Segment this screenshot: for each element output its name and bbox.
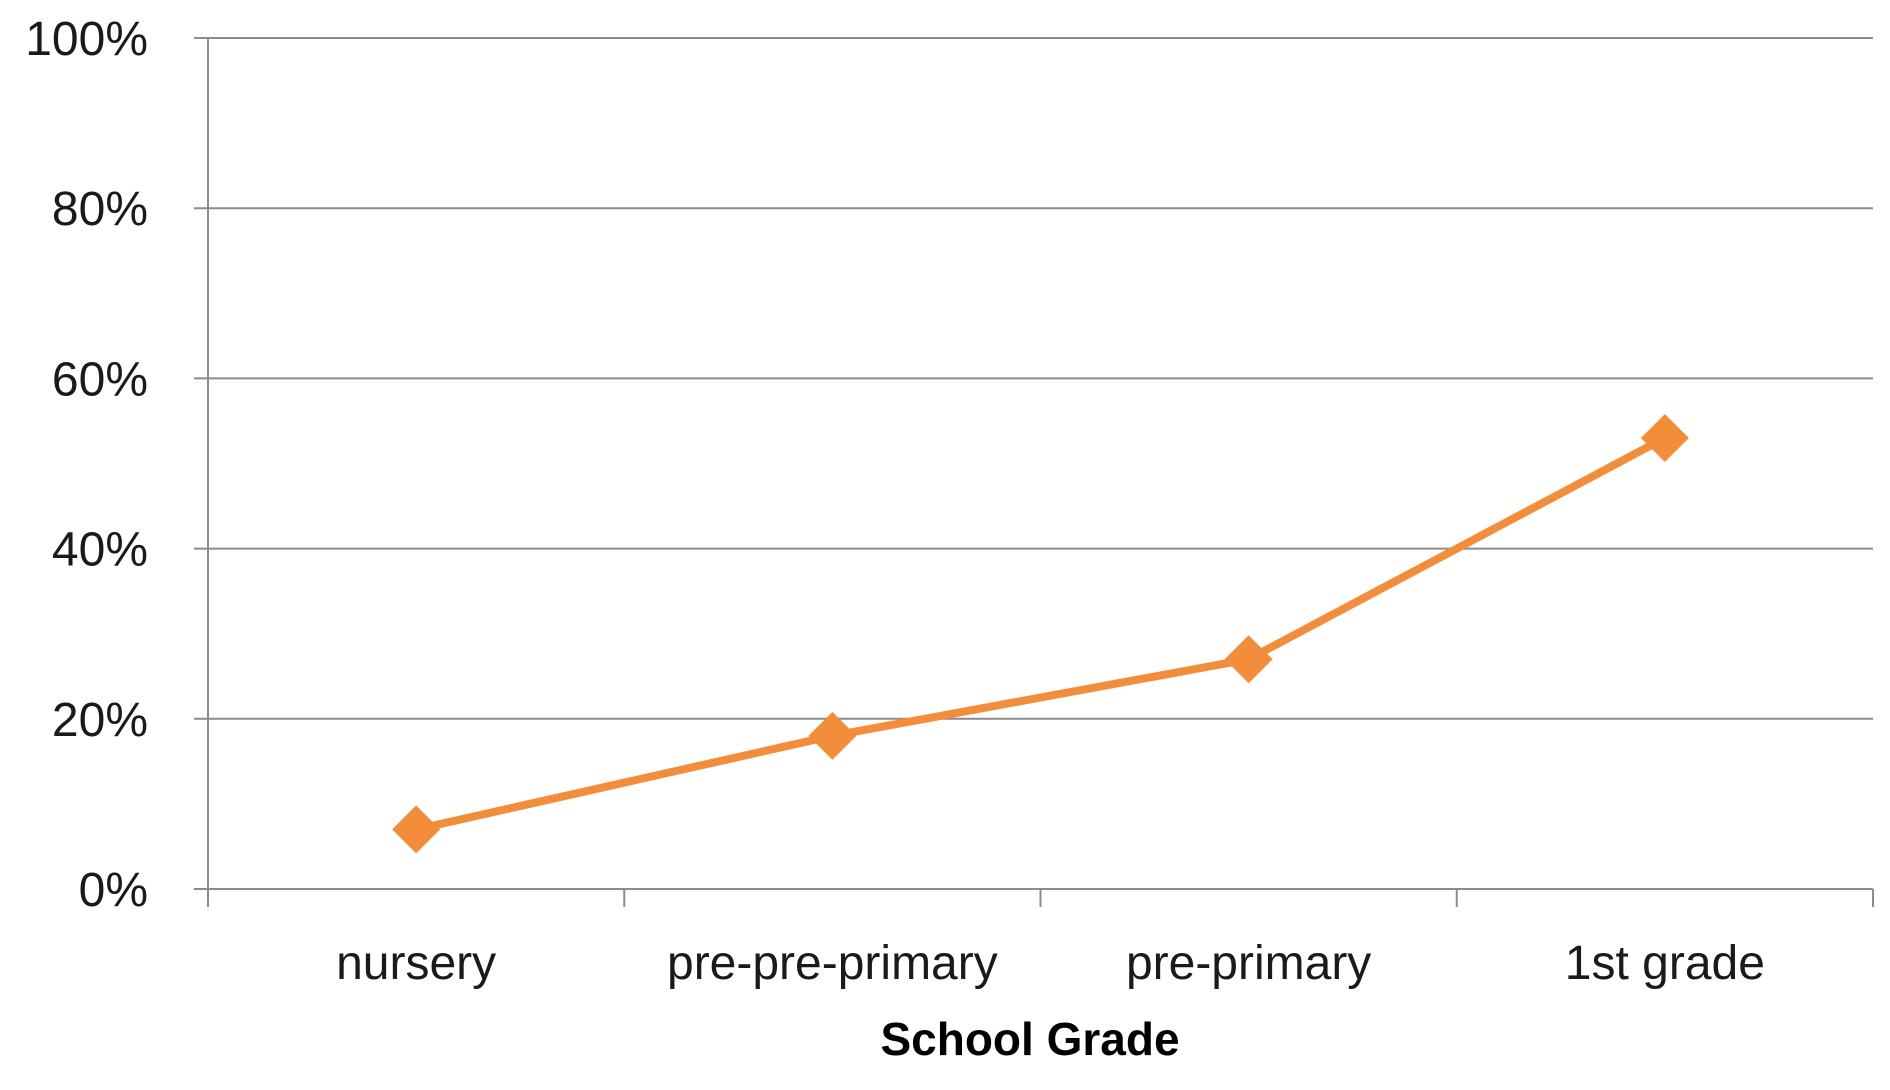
y-tick-label: 40% <box>52 524 148 577</box>
y-tick-label: 60% <box>52 353 148 406</box>
y-tick-label: 0% <box>79 864 148 917</box>
data-series <box>392 413 1689 854</box>
y-tick-label: 20% <box>52 694 148 747</box>
data-point-marker <box>1640 413 1689 462</box>
x-tick-label: pre-pre-primary <box>667 937 998 990</box>
x-tick-label: nursery <box>336 937 496 990</box>
y-axis-tick-labels: 0% 20% 40% 60% 80% 100% <box>25 13 148 917</box>
x-tick-label: pre-primary <box>1126 937 1371 990</box>
data-point-marker <box>392 805 441 854</box>
axes <box>194 38 1874 907</box>
data-point-marker <box>1224 635 1273 684</box>
y-tick-label: 80% <box>52 183 148 236</box>
x-tick-label: 1st grade <box>1565 937 1765 990</box>
x-axis-tick-labels: nursery pre-pre-primary pre-primary 1st gra… <box>336 937 1765 990</box>
data-point-marker <box>808 711 857 760</box>
x-axis-title: School Grade <box>880 1013 1179 1065</box>
y-tick-label: 100% <box>25 13 148 66</box>
series-line <box>412 433 1669 834</box>
gridlines <box>194 37 1873 720</box>
